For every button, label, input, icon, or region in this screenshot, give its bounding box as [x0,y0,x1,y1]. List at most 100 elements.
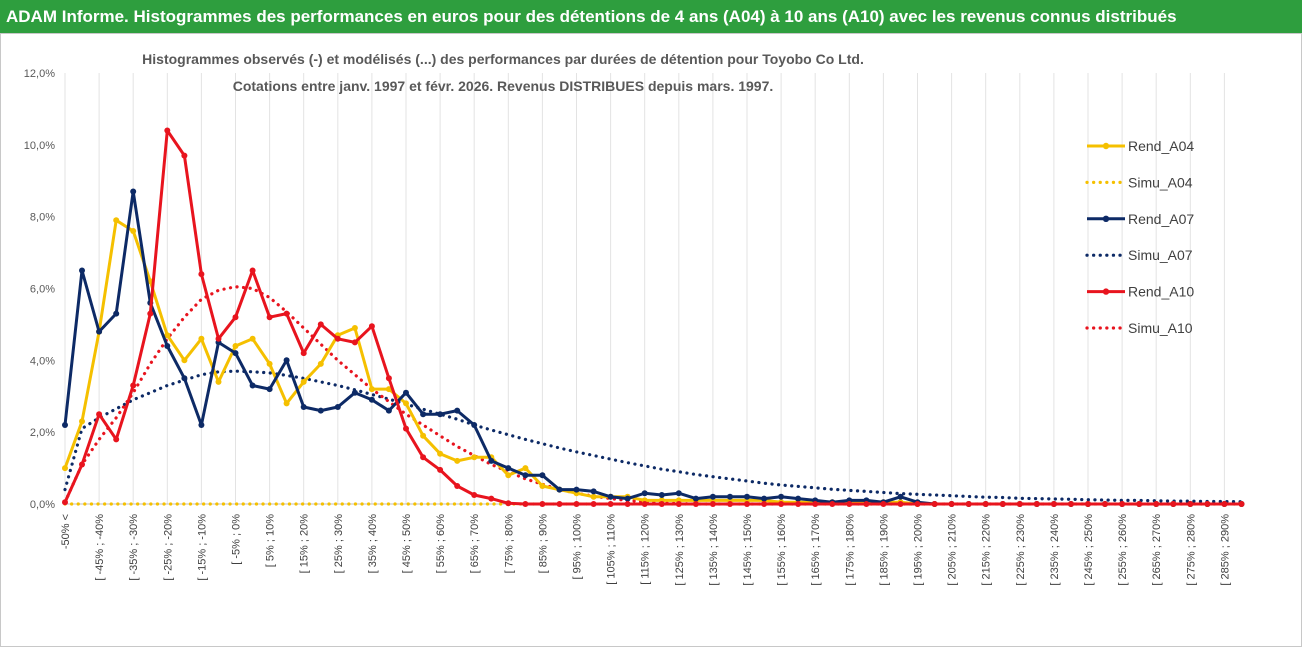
y-tick-label: 8,0% [30,212,55,224]
x-tick-label: -50% < [60,514,72,549]
data-point [931,501,938,507]
data-point [181,152,188,159]
data-point [266,314,273,321]
x-tick-label: [ 75% ; 80% [503,514,515,574]
data-point [79,267,85,274]
data-point [761,501,768,507]
x-tick-label: [ 265% ; 270% [1151,514,1163,586]
x-tick-label: [ 95% ; 100% [572,514,584,580]
data-point [1153,501,1160,507]
data-point [198,271,205,278]
data-point [778,501,785,507]
data-point [607,501,614,507]
data-point [1085,501,1091,507]
chart-title-line-2: Cotations entre janv. 1997 et févr. 2026… [233,78,774,94]
x-tick-label: [ -45% ; -40% [94,514,106,581]
data-point [624,501,631,507]
data-point [283,400,290,407]
legend-marker [1102,288,1110,295]
x-tick-label: [ 225% ; 230% [1015,514,1027,586]
data-point [79,461,85,468]
data-point [300,404,307,410]
series-simu-a07 [63,369,1244,504]
data-point [181,357,188,364]
data-point [863,501,870,507]
data-point [522,501,529,507]
data-point [283,357,290,364]
data-point [727,501,733,507]
data-point [385,386,392,393]
vertical-gridlines [64,73,1225,504]
data-point [62,422,68,428]
data-point [590,501,597,507]
x-tick-label: [ 105% ; 110% [606,514,618,585]
x-tick-label: [ -5% ; 0% [231,514,243,565]
data-point [266,360,273,367]
data-point [300,378,307,385]
series-rend-a07 [62,188,1245,507]
y-tick-label: 2,0% [30,427,55,439]
data-point [795,501,802,507]
data-point [539,501,546,507]
data-point [130,382,137,389]
data-point [113,217,120,224]
data-point [79,418,85,425]
data-point [266,386,273,393]
data-point [1136,501,1143,507]
data-point [709,493,716,500]
data-point [317,407,324,414]
x-tick-label: [ 205% ; 210% [947,514,959,586]
data-point [283,310,290,317]
x-tick-label: [ 255% ; 260% [1117,514,1129,586]
data-point [215,378,222,385]
series-rend-a10 [62,127,1245,507]
data-point [556,501,563,507]
report-banner-title: ADAM Informe. Histogrammes des performan… [0,0,1302,33]
data-point [965,501,972,507]
data-point [641,490,648,497]
data-point [198,422,205,428]
data-point [403,389,409,396]
x-tick-label: [ 175% ; 180% [844,514,856,586]
data-point [522,472,529,479]
data-point [914,501,921,507]
legend-item: Rend_A04 [1087,138,1194,154]
series-line [63,285,1244,506]
data-point [420,411,427,418]
data-point [505,465,512,472]
data-point [317,321,324,328]
data-point [488,457,495,464]
legend-item: Rend_A07 [1087,211,1194,227]
data-point [488,495,495,502]
data-point [334,404,341,410]
data-point [948,501,955,507]
x-tick-label: [ 35% ; 40% [367,514,379,574]
data-point [641,501,648,507]
series-line [63,190,1242,506]
data-point [130,228,137,234]
data-point [317,360,324,367]
data-point [880,501,887,507]
data-point [675,490,682,497]
data-point [454,457,461,464]
data-point [999,501,1006,507]
data-point [761,495,768,502]
x-tick-label: [ 25% ; 30% [333,514,345,574]
data-point [692,495,699,502]
data-point [147,310,154,317]
data-point [368,386,375,393]
y-axis-tick-labels: 0,0% 2,0% 4,0% 6,0% 8,0% 10,0% 12,0% [24,68,55,511]
data-point [1033,501,1040,507]
data-point [471,422,478,428]
data-point [471,492,478,498]
data-point [454,407,461,414]
data-point [590,493,597,500]
x-tick-label: [ 65% ; 70% [469,514,481,574]
data-point [556,486,563,493]
data-point [1204,501,1211,507]
x-tick-label: [ 125% ; 130% [674,514,686,586]
x-tick-label: [ -35% ; -30% [128,514,140,581]
data-point [812,501,819,507]
